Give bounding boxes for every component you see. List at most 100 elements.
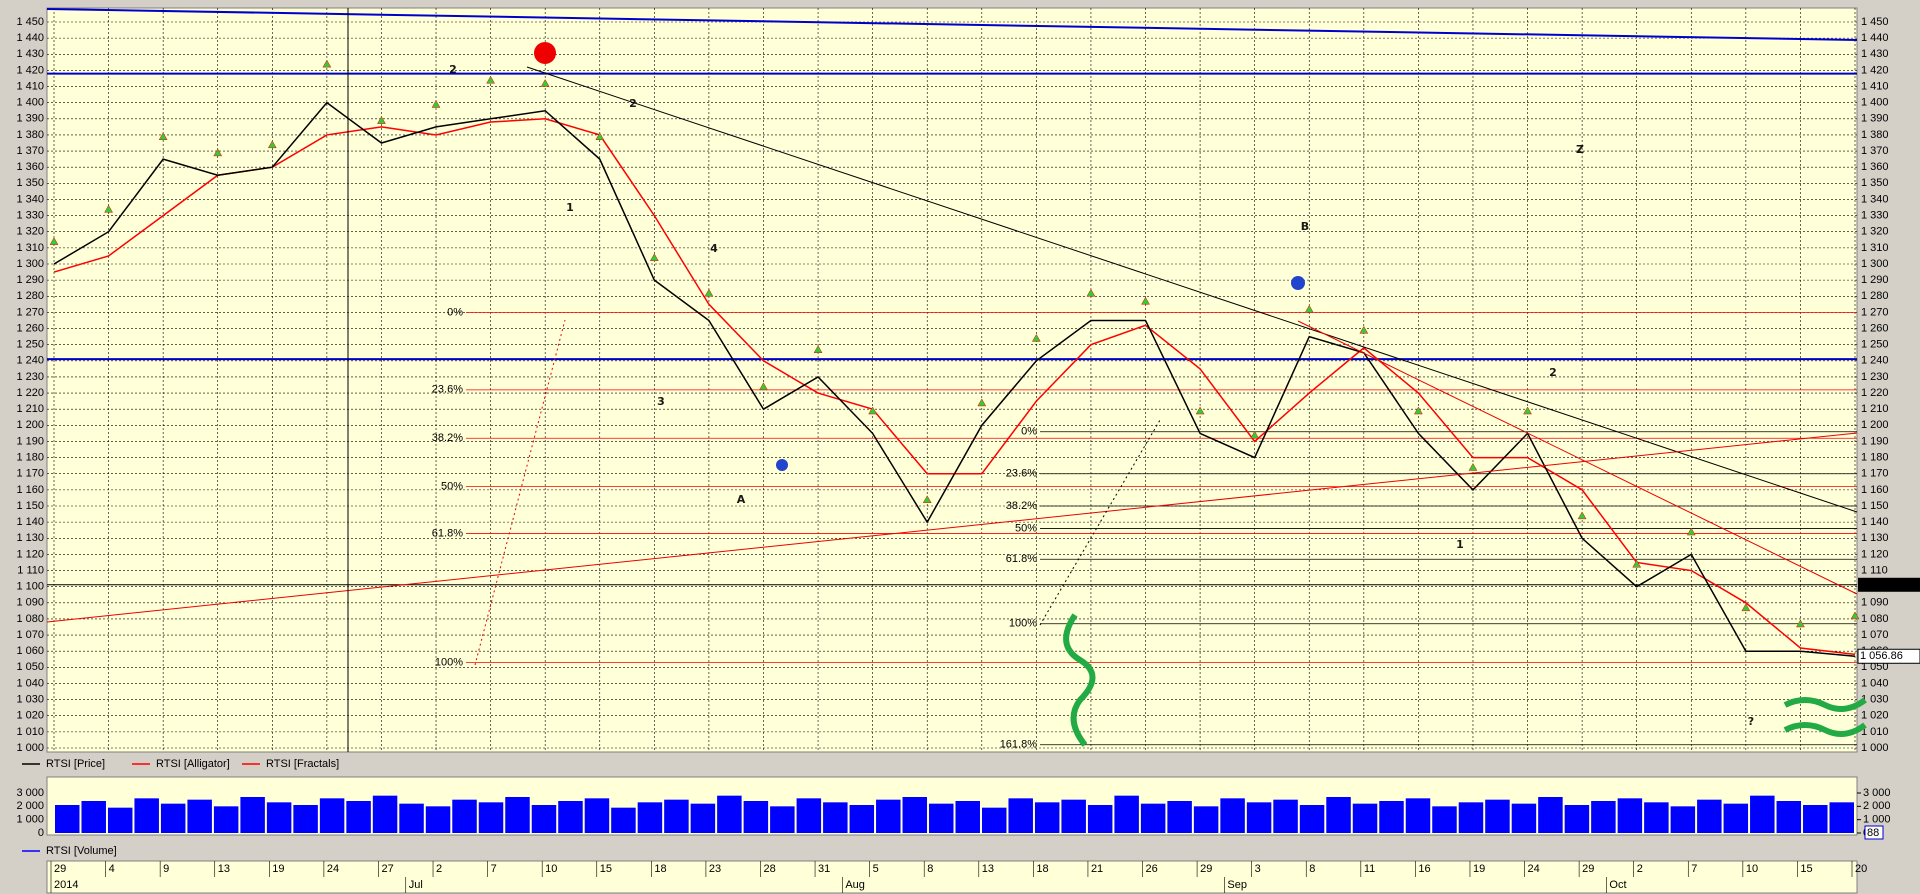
- fib-label: 100%: [435, 656, 463, 668]
- fractal-marker: [377, 116, 386, 124]
- legend-label: RTSI [Price]: [46, 758, 105, 770]
- y-tick-label: 1 050: [1861, 661, 1889, 673]
- x-tick-label: 28: [763, 863, 775, 875]
- y-tick-label: 1 420: [1861, 64, 1889, 76]
- hand-annotation: 2: [449, 63, 457, 76]
- volume-bar: [637, 802, 663, 833]
- volume-bar: [1140, 803, 1166, 833]
- volume-bar: [876, 799, 901, 833]
- volume-bar: [1776, 801, 1802, 833]
- volume-bar: [346, 801, 371, 833]
- volume-bar: [1697, 799, 1722, 833]
- y-tick-label: 3 000: [1863, 787, 1891, 799]
- y-tick-label: 1 300: [1861, 258, 1889, 270]
- fractal-marker: [1468, 463, 1478, 471]
- x-tick-label: 29: [54, 863, 66, 875]
- y-tick-label: 1 160: [16, 484, 44, 496]
- hand-annotation: 2: [629, 97, 637, 110]
- fib-label: 0%: [447, 306, 463, 318]
- volume-bar: [531, 805, 557, 833]
- volume-bar: [266, 802, 292, 833]
- volume-bar: [1273, 799, 1298, 833]
- y-tick-label: 1 050: [16, 661, 44, 673]
- trendline: [46, 432, 1858, 623]
- x-tick-label: 13: [218, 863, 230, 875]
- volume-bar: [1220, 798, 1245, 833]
- volume-bar: [1617, 798, 1643, 833]
- x-tick-label: 24: [1528, 863, 1540, 875]
- x-tick-label: 7: [1691, 863, 1697, 875]
- last-price-box: [1857, 648, 1920, 664]
- marker-dot: [1291, 276, 1305, 290]
- y-tick-label: 1 080: [16, 613, 44, 625]
- volume-bar: [1352, 803, 1378, 833]
- y-tick-label: 1 180: [1861, 452, 1889, 464]
- y-tick-label: 1 270: [16, 306, 44, 318]
- x-tick-label: 23: [709, 863, 721, 875]
- hand-annotation: ?: [1748, 715, 1754, 728]
- volume-bar: [981, 807, 1007, 833]
- y-tick-label: 1 390: [16, 113, 44, 125]
- legend-label: RTSI [Fractals]: [266, 758, 339, 770]
- volume-bar: [611, 807, 636, 833]
- y-tick-label: 1 190: [16, 435, 44, 447]
- x-tick-label: 9: [163, 863, 169, 875]
- volume-bar: [584, 798, 610, 833]
- hand-annotation: Z: [1576, 143, 1584, 156]
- y-tick-label: 2 000: [16, 800, 44, 812]
- y-tick-label: 1 110: [17, 564, 44, 576]
- volume-bar: [1511, 803, 1537, 833]
- fractal-marker: [322, 59, 332, 68]
- x-tick-label: 26: [1146, 863, 1158, 875]
- fractal-marker: [49, 237, 59, 245]
- y-tick-label: 1 430: [16, 48, 44, 60]
- fib-label: 38.2%: [1006, 500, 1037, 512]
- x-tick-label: 2: [1637, 863, 1643, 875]
- x-tick-label: 4: [109, 863, 115, 875]
- y-tick-label: 1 390: [1861, 113, 1889, 125]
- wave-drawing: [1783, 697, 1867, 737]
- y-tick-label: 1 260: [16, 322, 44, 334]
- volume-bar: [160, 803, 186, 833]
- volume-bar: [823, 802, 848, 833]
- month-label: Sep: [1227, 879, 1247, 891]
- hand-annotation: 3: [657, 395, 665, 408]
- volume-bar: [107, 807, 133, 833]
- volume-bar: [187, 799, 212, 833]
- volume-bar: [1087, 805, 1113, 833]
- x-tick-label: 15: [600, 863, 612, 875]
- y-tick-label: 1 280: [1861, 290, 1889, 302]
- month-label: Jul: [409, 879, 423, 891]
- volume-bar: [1008, 798, 1033, 833]
- x-tick-label: 20: [1855, 863, 1867, 875]
- volume-bar: [770, 806, 795, 833]
- fractal-marker: [1577, 511, 1587, 520]
- fractal-marker: [540, 79, 550, 87]
- y-tick-label: 1 030: [1861, 694, 1889, 706]
- y-tick-label: 1 250: [1861, 339, 1889, 351]
- fractal-marker: [1632, 559, 1642, 568]
- volume-bar: [796, 798, 822, 833]
- fractal-marker: [267, 140, 277, 149]
- hand-annotation: B: [1301, 220, 1309, 233]
- volume-bar: [1432, 806, 1457, 833]
- volume-bar: [1061, 799, 1086, 833]
- fractal-marker: [1686, 527, 1696, 536]
- y-tick-label: 1 410: [1861, 80, 1889, 92]
- fib-label: 61.8%: [1006, 553, 1037, 565]
- volume-bar: [1723, 803, 1749, 833]
- fib-label: 38.2%: [432, 432, 463, 444]
- y-tick-label: 1 370: [16, 145, 44, 157]
- drawings: [46, 8, 1867, 752]
- fib-label: 100%: [1009, 618, 1037, 630]
- volume-bar: [929, 803, 954, 833]
- y-tick-label: 1 120: [16, 548, 44, 560]
- y-tick-label: 1 090: [1861, 597, 1889, 609]
- volume-bar: [372, 795, 398, 833]
- x-tick-label: 7: [491, 863, 497, 875]
- volume-bar: [955, 801, 980, 833]
- fractal-marker: [1795, 619, 1805, 628]
- volume-bar: [81, 801, 106, 833]
